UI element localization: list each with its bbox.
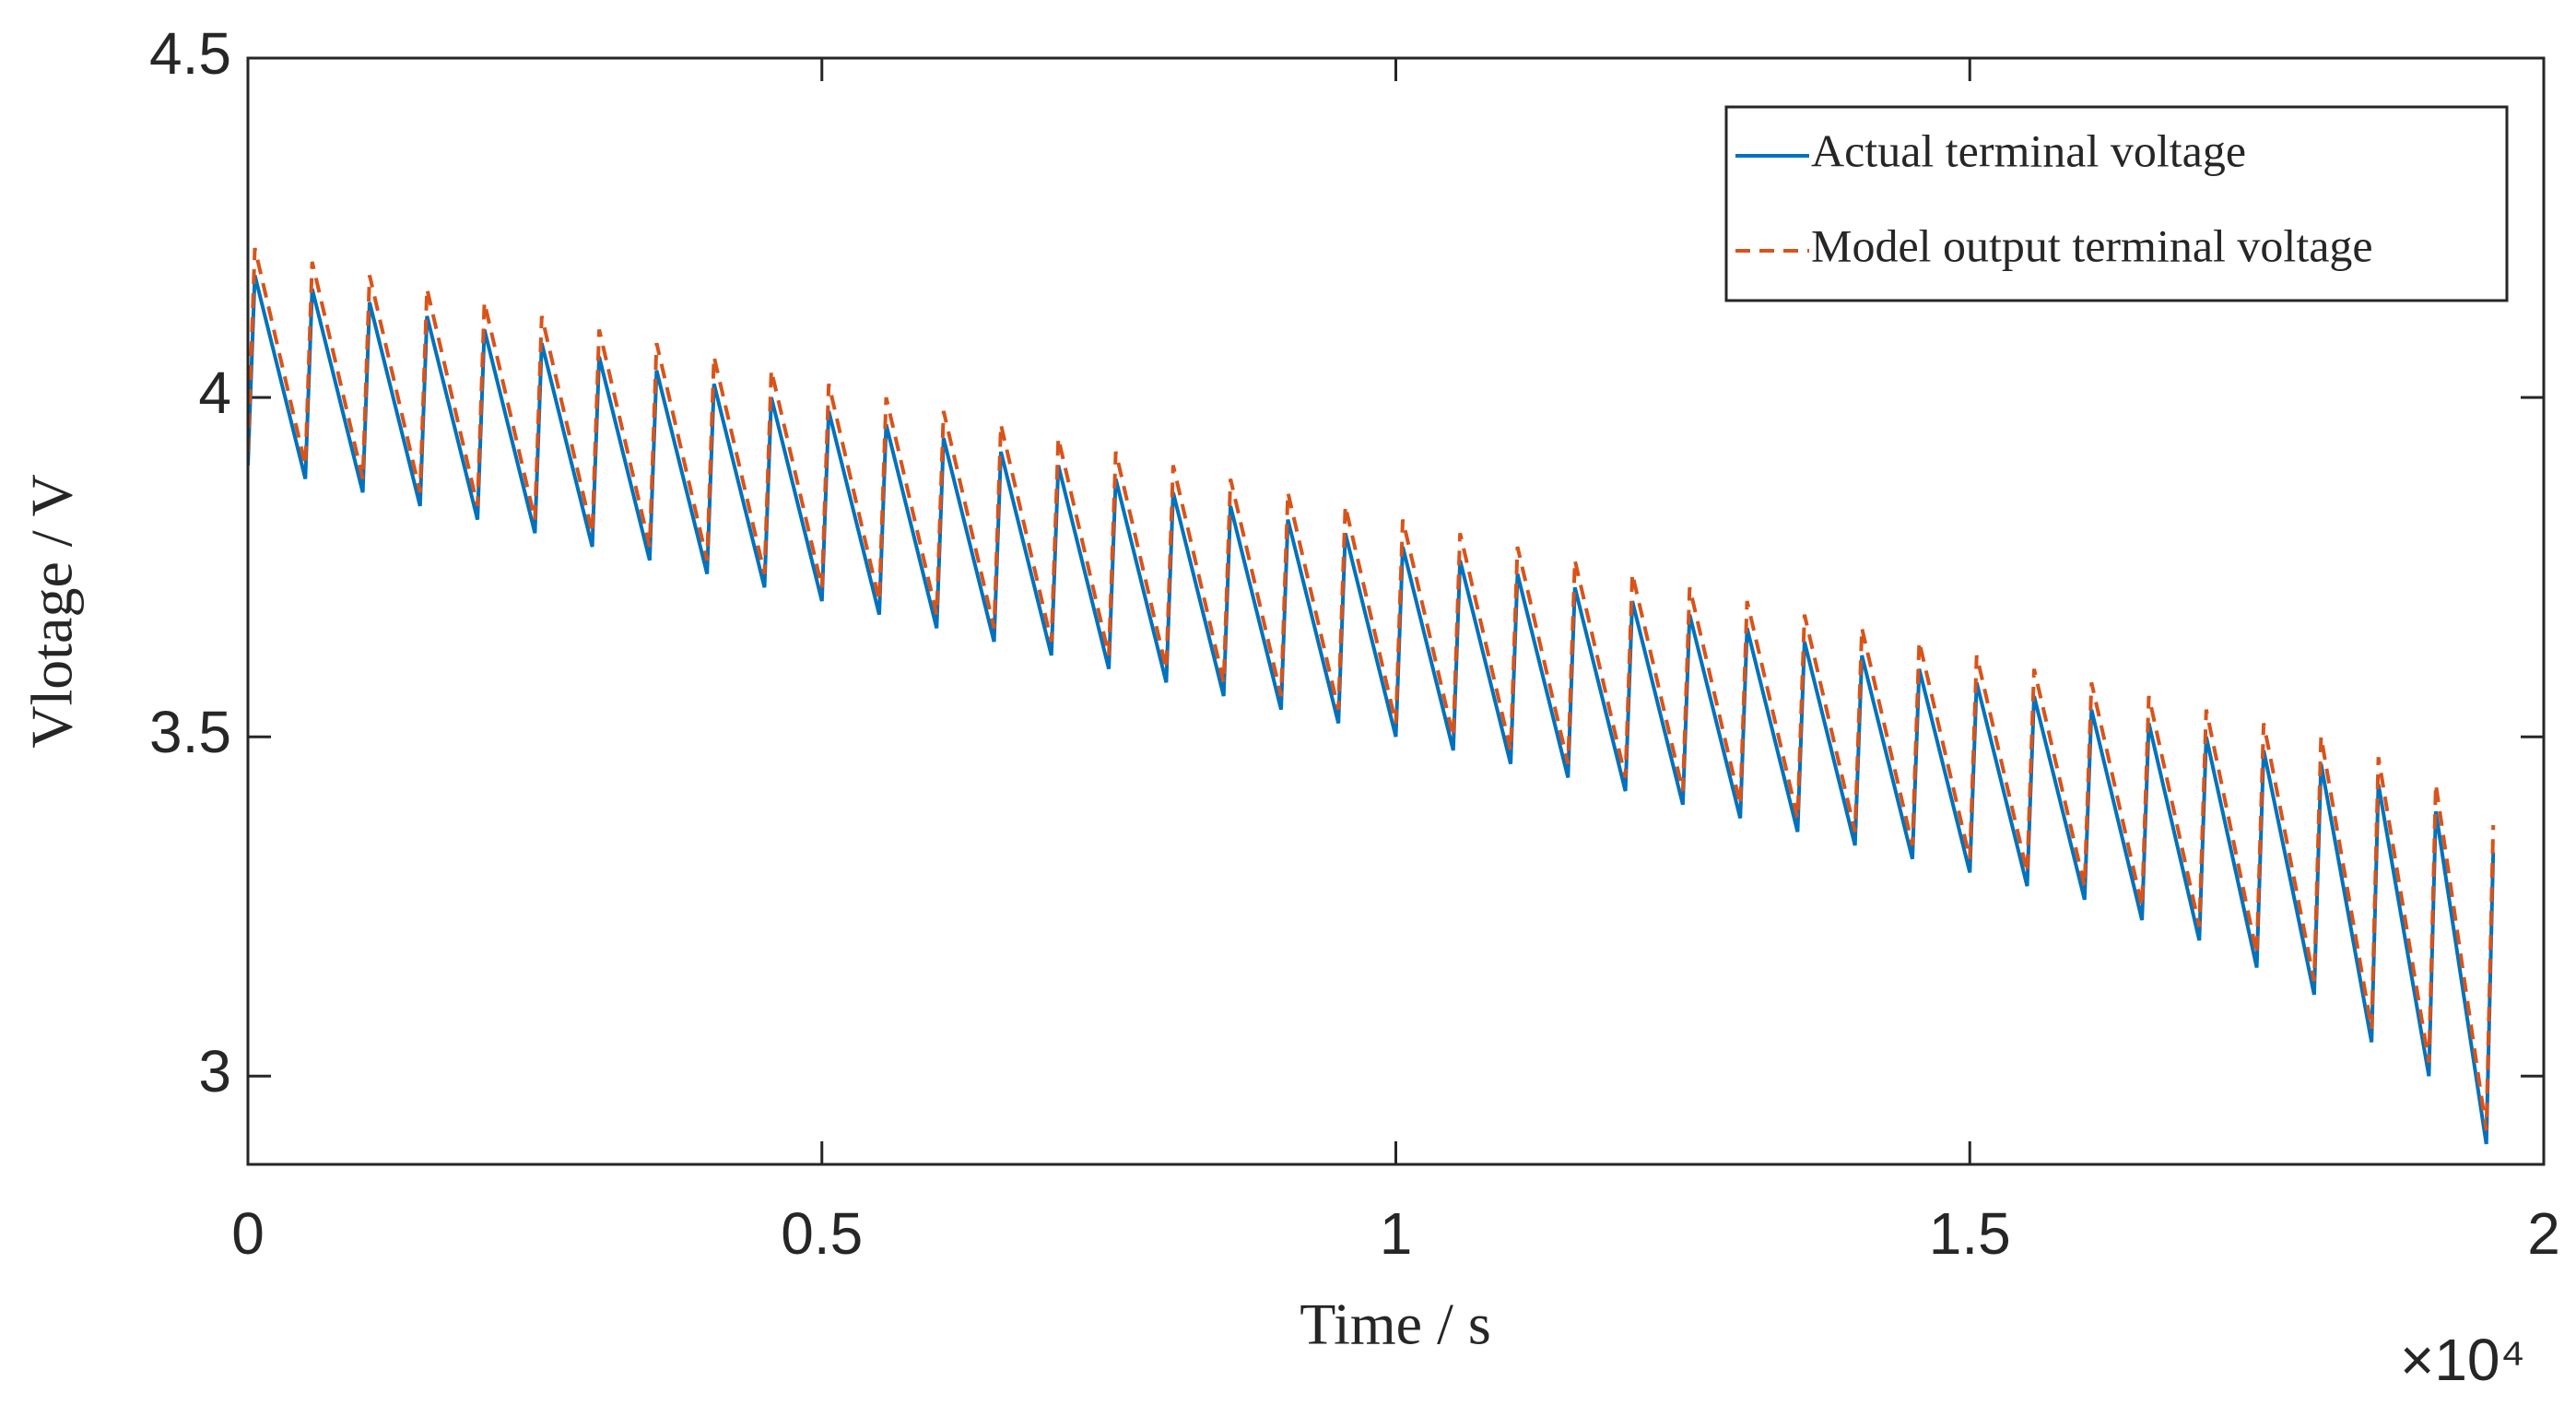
x-tick-label: 1.5 bbox=[1929, 1200, 2011, 1267]
x-multiplier: ×10⁴ bbox=[2400, 1327, 2525, 1393]
y-tick-label: 3 bbox=[198, 1038, 231, 1104]
x-tick-label: 0 bbox=[231, 1200, 265, 1267]
y-tick-label: 4 bbox=[198, 360, 231, 426]
legend-box bbox=[1724, 105, 2509, 302]
data-line bbox=[248, 247, 2496, 1131]
y-tick-label: 4.5 bbox=[149, 20, 231, 87]
x-tick-label: 1 bbox=[1380, 1200, 1413, 1267]
x-axis-label: Time / s bbox=[1300, 1292, 1491, 1357]
legend-label: Model output terminal voltage bbox=[1811, 219, 2373, 271]
y-tick-label: 3.5 bbox=[149, 699, 231, 765]
y-axis-label: Vlotage / V bbox=[19, 474, 85, 748]
data-line bbox=[248, 275, 2496, 1145]
x-tick-label: 2 bbox=[2527, 1200, 2560, 1267]
legend-label: Actual terminal voltage bbox=[1811, 124, 2246, 176]
x-tick-label: 0.5 bbox=[781, 1200, 863, 1267]
plot-frame bbox=[246, 56, 2546, 1166]
